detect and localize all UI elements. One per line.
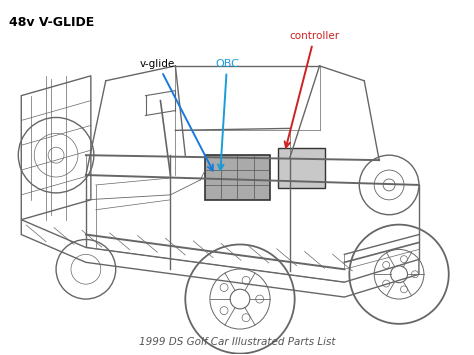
FancyBboxPatch shape: [278, 148, 326, 188]
Text: OBC: OBC: [215, 59, 239, 170]
Text: v-glide: v-glide: [140, 59, 213, 171]
Text: controller: controller: [285, 31, 339, 147]
Text: 48v V-GLIDE: 48v V-GLIDE: [9, 16, 95, 29]
Text: 1999 DS Golf Car Illustrated Parts List: 1999 DS Golf Car Illustrated Parts List: [139, 337, 335, 347]
FancyBboxPatch shape: [205, 155, 270, 200]
